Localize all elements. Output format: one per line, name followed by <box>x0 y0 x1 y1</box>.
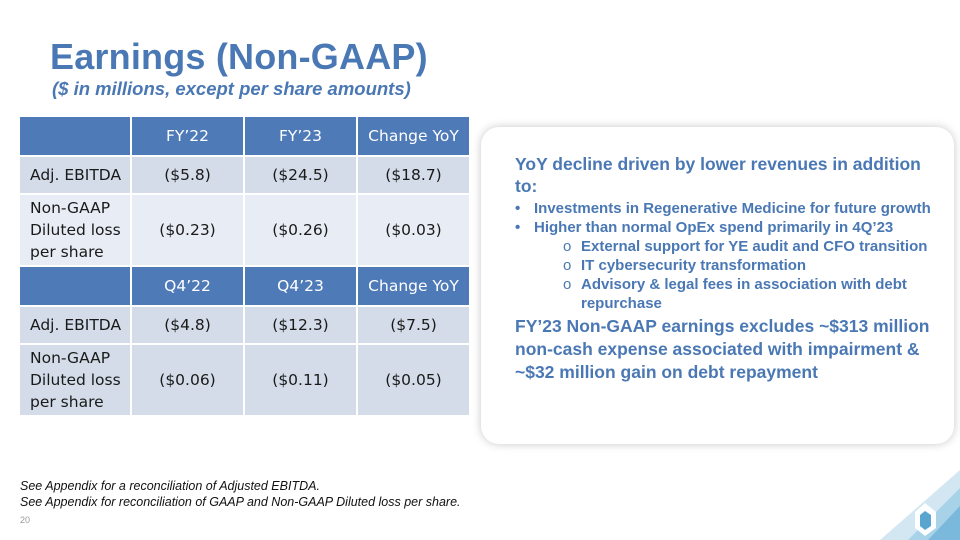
table-cell: ($0.05) <box>356 343 471 417</box>
table-cell: ($0.11) <box>243 343 358 417</box>
sub-bullet-item: IT cybersecurity transformation <box>515 256 945 275</box>
earnings-table: FY’22 FY’23 Change YoY Adj. EBITDA ($5.8… <box>18 115 471 417</box>
column-header: Change YoY <box>356 265 471 307</box>
table-cell: ($4.8) <box>130 305 245 345</box>
commentary-callout: YoY decline driven by lower revenues in … <box>481 127 954 444</box>
table-cell: ($5.8) <box>130 155 245 195</box>
page-title: Earnings (Non-GAAP) <box>50 36 428 77</box>
footnote: See Appendix for reconciliation of GAAP … <box>20 495 461 509</box>
column-header: FY’22 <box>130 115 245 157</box>
table-row: Non-GAAP Diluted loss per share ($0.06) … <box>18 343 471 417</box>
footnote: See Appendix for a reconciliation of Adj… <box>20 479 320 493</box>
row-label-line: Non-GAAP <box>30 349 111 367</box>
column-header: FY’23 <box>243 115 358 157</box>
row-label: Adj. EBITDA <box>18 305 132 345</box>
table-cell: ($0.03) <box>356 193 471 267</box>
bullet-item: Higher than normal OpEx spend primarily … <box>515 218 945 237</box>
3d-systems-logo-icon <box>880 470 960 540</box>
table-row: Non-GAAP Diluted loss per share ($0.23) … <box>18 193 471 267</box>
table-row: Adj. EBITDA ($4.8) ($12.3) ($7.5) <box>18 305 471 345</box>
table-cell: ($24.5) <box>243 155 358 195</box>
table-cell: ($0.26) <box>243 193 358 267</box>
row-label-line: per share <box>30 243 104 261</box>
bullet-list: Investments in Regenerative Medicine for… <box>515 199 945 237</box>
row-label-line: Non-GAAP <box>30 199 111 217</box>
header-empty-cell <box>18 265 132 307</box>
footnotes: See Appendix for a reconciliation of Adj… <box>20 478 461 510</box>
page-number: 20 <box>20 515 31 525</box>
row-label: Non-GAAP Diluted loss per share <box>18 193 132 267</box>
column-header: Change YoY <box>356 115 471 157</box>
table-cell: ($0.06) <box>130 343 245 417</box>
row-label-line: Diluted loss <box>30 371 121 389</box>
table-cell: ($0.23) <box>130 193 245 267</box>
table-cell: ($12.3) <box>243 305 358 345</box>
row-label-line: per share <box>30 393 104 411</box>
row-label-line: Diluted loss <box>30 221 121 239</box>
callout-lead: YoY decline driven by lower revenues in … <box>515 154 921 196</box>
table-cell: ($18.7) <box>356 155 471 195</box>
column-header: Q4’23 <box>243 265 358 307</box>
page-subtitle: ($ in millions, except per share amounts… <box>52 78 411 99</box>
callout-conclusion: FY’23 Non-GAAP earnings excludes ~$313 m… <box>515 316 930 382</box>
row-label: Non-GAAP Diluted loss per share <box>18 343 132 417</box>
row-label: Adj. EBITDA <box>18 155 132 195</box>
table-header-row: Q4’22 Q4’23 Change YoY <box>18 265 471 307</box>
sub-bullet-item: Advisory & legal fees in association wit… <box>515 275 945 313</box>
table-row: Adj. EBITDA ($5.8) ($24.5) ($18.7) <box>18 155 471 195</box>
bullet-item: Investments in Regenerative Medicine for… <box>515 199 945 218</box>
sub-bullet-list: External support for YE audit and CFO tr… <box>515 237 945 313</box>
column-header: Q4’22 <box>130 265 245 307</box>
table-cell: ($7.5) <box>356 305 471 345</box>
table-header-row: FY’22 FY’23 Change YoY <box>18 115 471 157</box>
sub-bullet-item: External support for YE audit and CFO tr… <box>515 237 945 256</box>
header-empty-cell <box>18 115 132 157</box>
